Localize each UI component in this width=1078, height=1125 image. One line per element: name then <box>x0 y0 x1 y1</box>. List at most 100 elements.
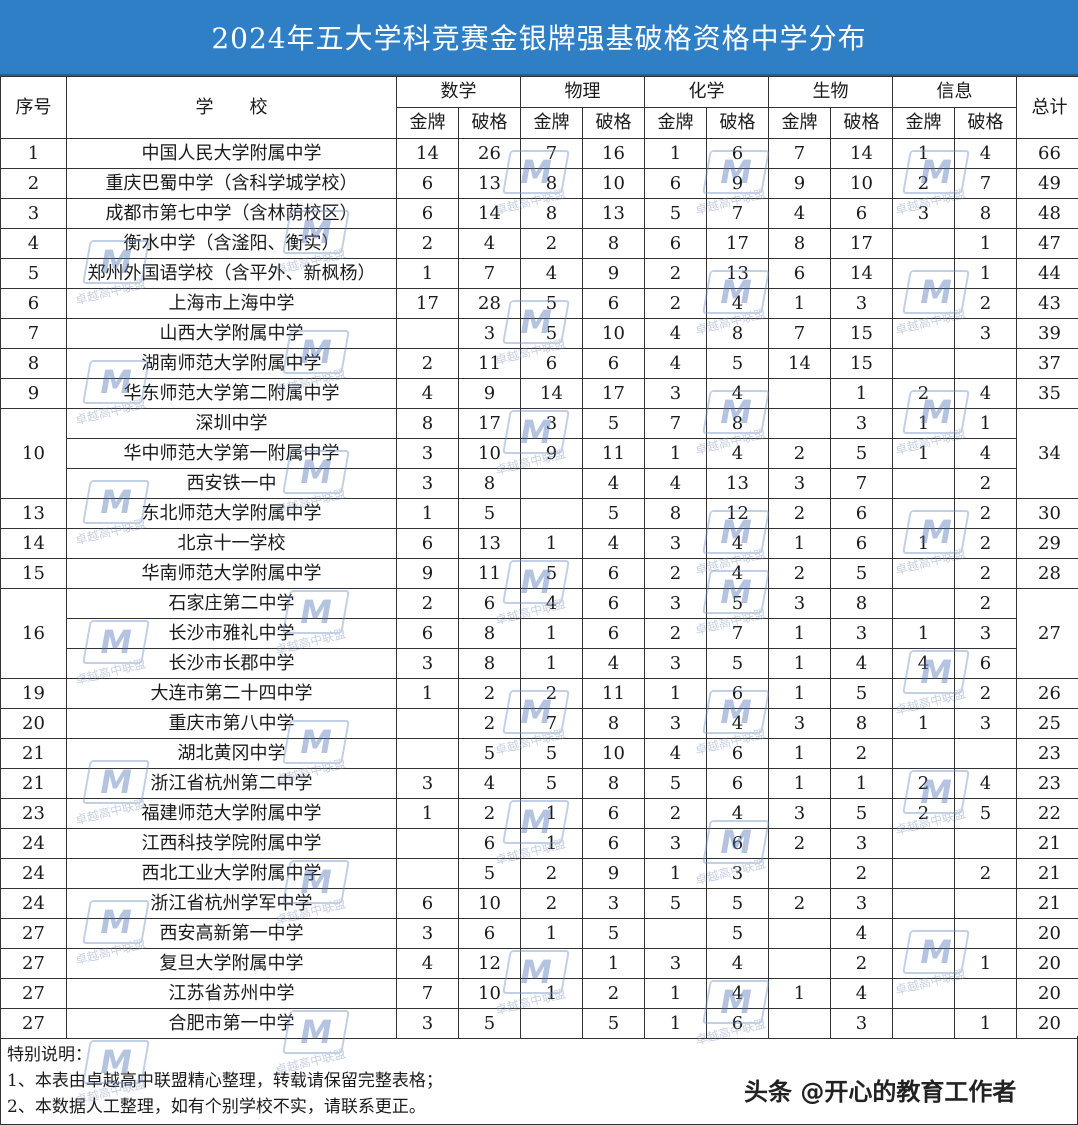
rank-cell: 15 <box>0 558 67 589</box>
total-cell: 66 <box>1016 138 1078 169</box>
value-cell: 4 <box>644 468 707 499</box>
school-cell: 华南师范大学附属中学 <box>66 558 397 589</box>
rank-cell: 19 <box>0 678 67 709</box>
rank-cell: 4 <box>0 228 67 259</box>
value-cell: 6 <box>582 588 645 619</box>
value-cell <box>892 1008 955 1039</box>
value-cell: 2 <box>768 438 831 469</box>
value-cell: 3 <box>644 528 707 559</box>
value-cell: 7 <box>520 708 583 739</box>
value-cell <box>954 888 1017 919</box>
total-cell: 25 <box>1016 708 1078 739</box>
value-cell: 15 <box>830 348 893 379</box>
value-cell: 3 <box>830 1008 893 1039</box>
value-cell: 2 <box>458 798 521 829</box>
value-cell: 2 <box>892 768 955 799</box>
value-cell <box>954 738 1017 769</box>
header-subject-biology: 生物 <box>768 76 893 108</box>
value-cell <box>768 1008 831 1039</box>
value-cell: 1 <box>892 618 955 649</box>
value-cell: 1 <box>954 258 1017 289</box>
value-cell: 3 <box>644 708 707 739</box>
school-cell: 江西科技学院附属中学 <box>66 828 397 859</box>
header-gold: 金牌 <box>892 107 955 139</box>
rank-cell: 21 <box>0 768 67 799</box>
header-subject-math: 数学 <box>396 76 521 108</box>
value-cell: 6 <box>396 888 459 919</box>
rank-cell: 3 <box>0 198 67 229</box>
value-cell: 2 <box>644 258 707 289</box>
value-cell: 9 <box>396 558 459 589</box>
value-cell <box>396 828 459 859</box>
value-cell: 14 <box>396 138 459 169</box>
table-row: 16 石家庄第二中学 2 6 4 6 3 5 3 8 2 27 <box>0 588 1078 679</box>
value-cell: 3 <box>768 708 831 739</box>
value-cell: 14 <box>830 258 893 289</box>
value-cell <box>954 918 1017 949</box>
header-gold: 金牌 <box>644 107 707 139</box>
value-cell: 4 <box>830 648 893 679</box>
value-cell: 9 <box>706 168 769 199</box>
total-cell: 21 <box>1016 858 1078 889</box>
header-breakthrough: 破格 <box>706 107 769 139</box>
value-cell: 8 <box>582 228 645 259</box>
value-cell: 1 <box>954 228 1017 259</box>
value-cell: 3 <box>644 828 707 859</box>
school-cell: 衡水中学（含滏阳、衡实） <box>66 228 397 259</box>
total-cell: 30 <box>1016 498 1078 529</box>
value-cell: 1 <box>954 1008 1017 1039</box>
value-cell: 5 <box>644 888 707 919</box>
value-cell: 3 <box>768 468 831 499</box>
value-cell <box>892 978 955 1009</box>
rank-cell: 24 <box>0 858 67 889</box>
value-cell: 7 <box>458 258 521 289</box>
header-school: 学 校 <box>66 76 397 139</box>
value-cell: 6 <box>830 198 893 229</box>
value-cell: 2 <box>768 828 831 859</box>
value-cell <box>954 828 1017 859</box>
value-cell: 4 <box>644 318 707 349</box>
value-cell: 7 <box>768 318 831 349</box>
value-cell: 1 <box>954 948 1017 979</box>
value-cell: 4 <box>520 588 583 619</box>
school-cell: 东北师范大学附属中学 <box>66 498 397 529</box>
value-cell: 4 <box>644 738 707 769</box>
value-cell: 4 <box>706 948 769 979</box>
page-title: 2024年五大学科竞赛金银牌强基破格资格中学分布 <box>0 0 1078 76</box>
value-cell: 9 <box>582 258 645 289</box>
value-cell: 4 <box>520 258 583 289</box>
value-cell: 3 <box>954 708 1017 739</box>
value-cell: 8 <box>830 588 893 619</box>
value-cell: 2 <box>830 948 893 979</box>
total-cell: 39 <box>1016 318 1078 349</box>
value-cell: 6 <box>458 828 521 859</box>
value-cell: 3 <box>892 198 955 229</box>
value-cell <box>892 918 955 949</box>
value-cell: 4 <box>582 468 645 499</box>
value-cell: 3 <box>396 438 459 469</box>
header-total: 总计 <box>1016 76 1078 139</box>
value-cell: 5 <box>582 918 645 949</box>
value-cell: 4 <box>582 528 645 559</box>
school-cell: 华中师范大学第一附属中学 <box>66 438 397 469</box>
table-row: 10 深圳中学 8 17 3 5 7 8 3 1 1 34 <box>0 408 1078 499</box>
value-cell: 8 <box>458 468 521 499</box>
rank-cell: 27 <box>0 1008 67 1039</box>
rank-cell: 9 <box>0 378 67 409</box>
value-cell: 7 <box>644 408 707 439</box>
header-subject-informatics: 信息 <box>892 76 1017 108</box>
school-cell: 山西大学附属中学 <box>66 318 397 349</box>
school-cell: 北京十一学校 <box>66 528 397 559</box>
value-cell: 6 <box>396 528 459 559</box>
value-cell: 1 <box>768 288 831 319</box>
school-cell: 华东师范大学第二附属中学 <box>66 378 397 409</box>
value-cell: 5 <box>830 798 893 829</box>
value-cell <box>892 558 955 589</box>
rank-cell: 16 <box>0 588 67 679</box>
value-cell: 5 <box>582 498 645 529</box>
value-cell: 5 <box>954 798 1017 829</box>
value-cell: 8 <box>706 408 769 439</box>
value-cell <box>892 828 955 859</box>
header-breakthrough: 破格 <box>954 107 1017 139</box>
value-cell: 6 <box>768 258 831 289</box>
